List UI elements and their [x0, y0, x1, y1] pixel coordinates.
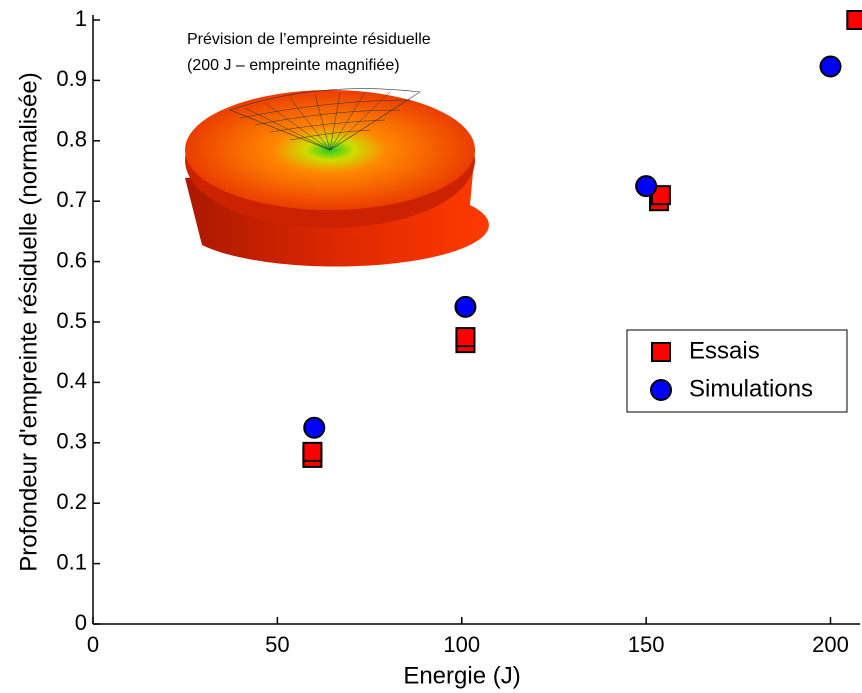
legend-marker [651, 342, 671, 362]
marker [455, 327, 476, 348]
y-tick-label: 0.5 [56, 308, 87, 333]
y-tick-label: 1 [75, 6, 87, 31]
y-tick-label: 0.8 [56, 127, 87, 152]
x-tick-label: 50 [265, 632, 289, 657]
marker [303, 416, 326, 439]
y-tick-label: 0.4 [56, 368, 87, 393]
x-tick-label: 100 [443, 632, 480, 657]
annotation: (200 J – empreinte magnifiée) [187, 57, 400, 74]
y-tick-label: 0.2 [56, 489, 87, 514]
legend-label: Essais [689, 337, 760, 364]
y-tick-label: 0.3 [56, 429, 87, 454]
y-tick-label: 0.9 [56, 66, 87, 91]
y-axis-label: Profondeur d'empreinte résiduelle (norma… [15, 72, 42, 572]
legend-label: Simulations [689, 375, 813, 402]
legend-marker [650, 379, 672, 401]
marker [302, 441, 323, 462]
y-tick-label: 0.1 [56, 549, 87, 574]
x-tick-label: 200 [812, 632, 849, 657]
y-tick-label: 0 [75, 610, 87, 635]
y-tick-label: 0.7 [56, 187, 87, 212]
x-tick-label: 0 [87, 632, 99, 657]
marker [635, 175, 658, 198]
annotation: Prévision de l’empreinte résiduelle [187, 31, 431, 48]
x-tick-label: 150 [628, 632, 665, 657]
inset-image [185, 88, 489, 267]
marker [819, 55, 842, 78]
x-axis-label: Energie (J) [403, 662, 520, 689]
marker [454, 295, 477, 318]
marker [846, 10, 862, 30]
y-tick-label: 0.6 [56, 247, 87, 272]
